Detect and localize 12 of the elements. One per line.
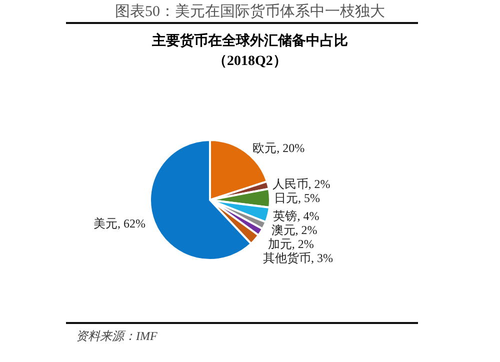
slice-label: 英镑, 4% <box>273 208 320 223</box>
chart-title: 图表50：美元在国际货币体系中一枝独大 <box>114 2 386 21</box>
text: 资料来源：IMF <box>76 328 158 345</box>
slice-label: 日元, 5% <box>274 191 320 206</box>
text: （2018Q2） <box>212 53 288 70</box>
slice-label: 美元, 62% <box>93 216 146 231</box>
slice-label: 人民币, 2% <box>272 177 330 192</box>
slice-label: 其他货币, 3% <box>263 250 334 265</box>
slice-label: 欧元, 20% <box>252 141 305 156</box>
slice-label: 加元, 2% <box>268 236 314 251</box>
chart-subtitle: 主要货币在全球外汇储备中占比 <box>151 32 349 50</box>
slice-label: 澳元, 2% <box>271 222 318 237</box>
